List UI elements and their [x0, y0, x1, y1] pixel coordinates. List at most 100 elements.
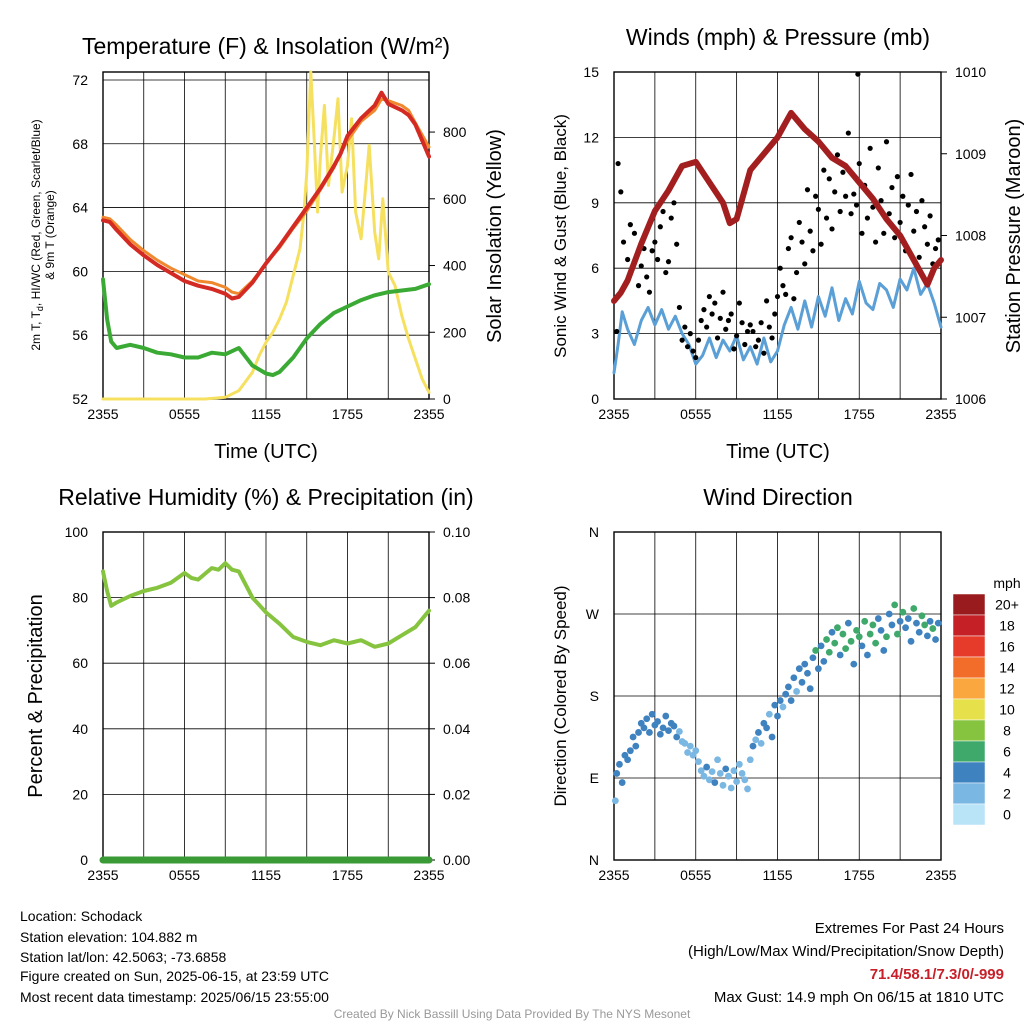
direction-point	[735, 760, 743, 768]
pressure-line	[611, 109, 944, 304]
direction-point	[635, 729, 642, 736]
direction-point	[765, 710, 773, 718]
gust-point	[807, 228, 813, 234]
direction-point	[872, 639, 879, 647]
legend-swatch	[952, 782, 986, 805]
winds-plot: 2355 0555 1155 1755 235503691215100610071008…	[583, 64, 986, 422]
direction-point	[738, 770, 746, 777]
gust-point	[709, 311, 715, 317]
temperature-ylabel-left: 2m T, Td, HI/WC (Red, Green, Scarlet/Blu…	[29, 119, 57, 350]
direction-point	[785, 683, 792, 691]
y-tick-label: 60	[72, 263, 88, 279]
y-tick-label: 6	[591, 260, 599, 276]
y-tick-label: 68	[72, 136, 88, 152]
y-tick-label: 40	[72, 721, 88, 737]
gust-point	[796, 219, 802, 226]
direction-point	[697, 767, 705, 775]
gust-point	[615, 160, 621, 167]
winds-ylabel-left: Sonic Wind & Gust (Blue, Black)	[551, 114, 570, 358]
extremes-values: 71.4/58.1/7.3/0/-999	[869, 966, 1004, 983]
gust-point	[780, 283, 786, 289]
x-tick-label: 2355	[413, 867, 444, 883]
gust-point	[652, 239, 658, 245]
direction-point	[850, 660, 858, 668]
direction-point	[648, 710, 656, 718]
temp-line	[101, 90, 431, 301]
y-tick-label: 12	[583, 129, 599, 145]
direction-point	[834, 624, 841, 632]
direction-point	[757, 739, 765, 747]
direction-point	[711, 779, 719, 786]
direction-point	[703, 763, 711, 771]
gust-point	[927, 213, 933, 219]
direction-point	[804, 669, 811, 677]
y-tick-label: 15	[583, 64, 599, 80]
direction-point	[825, 648, 833, 656]
direction-point	[741, 776, 749, 784]
y-tick-label: 60	[72, 655, 88, 671]
gust-point	[646, 289, 653, 295]
gust-point	[889, 184, 895, 191]
direction-point	[719, 781, 727, 789]
gust-point	[774, 293, 781, 300]
gust-point	[644, 274, 650, 280]
y2-tick-label: 1008	[955, 228, 986, 244]
credit-line: Created By Nick Bassill Using Data Provi…	[333, 1007, 691, 1021]
gust-point	[739, 320, 745, 326]
direction-point	[823, 636, 830, 643]
gust-point	[706, 293, 712, 300]
y-tick-label: 100	[65, 524, 89, 540]
direction-point	[716, 770, 724, 777]
gust-point	[785, 245, 792, 252]
gust-point	[900, 193, 906, 199]
direction-point	[793, 688, 800, 695]
gust-point	[832, 189, 838, 195]
x-tick-label: 1155	[762, 406, 792, 422]
direction-point	[844, 619, 852, 627]
gust-point	[878, 198, 884, 204]
legend-swatch	[952, 656, 986, 679]
direction-point	[686, 742, 694, 750]
y-tick-label: 72	[72, 72, 88, 88]
legend-label: 16	[999, 639, 1015, 655]
x-tick-label: 0555	[680, 406, 711, 422]
station-location: Location: Schodack	[20, 908, 143, 924]
gust-point	[714, 335, 721, 341]
y-tick-label: N	[589, 524, 599, 540]
winds-ylabel-right: Station Pressure (Maroon)	[1003, 119, 1024, 354]
gust-point	[717, 315, 723, 321]
y2-tick-label: 0.08	[443, 590, 470, 606]
direction-point	[894, 630, 901, 638]
humidity-ylabel-left: Percent & Precipitation	[25, 594, 47, 797]
gust-point	[886, 211, 892, 217]
direction-point	[749, 742, 757, 750]
gust-point	[853, 202, 860, 208]
gust-point	[815, 206, 821, 212]
direction-point	[727, 784, 735, 792]
plot-frame	[102, 71, 430, 400]
y2-tick-label: 800	[443, 124, 467, 140]
gust-point	[635, 283, 642, 289]
gust-point	[840, 169, 846, 175]
speed-legend: 20+ 18 16 14 12 10 8 6 4 2 0	[952, 593, 1019, 826]
direction-point	[923, 632, 931, 640]
x-tick-label: 1755	[844, 867, 875, 883]
gust-point	[856, 160, 862, 167]
gust-point	[695, 337, 702, 343]
gust-point	[758, 320, 764, 326]
direction-point	[755, 729, 762, 736]
gust-point	[742, 341, 748, 348]
direction-point	[746, 756, 754, 764]
direction-point	[929, 625, 937, 632]
y2-tick-label: 600	[443, 191, 467, 207]
gust-point	[690, 348, 696, 354]
direction-point	[885, 610, 893, 618]
direction-point	[640, 724, 648, 732]
gust-point	[627, 222, 633, 228]
gust-point	[905, 202, 911, 208]
direction-point	[782, 690, 790, 698]
y2-tick-label: 1006	[955, 391, 986, 407]
legend-swatch	[952, 719, 986, 742]
gust-point	[894, 174, 901, 180]
